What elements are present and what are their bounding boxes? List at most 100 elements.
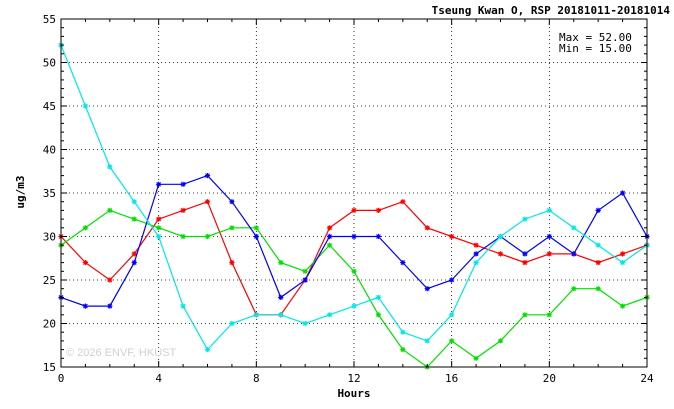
- data-point: [497, 338, 504, 344]
- data-point: [229, 320, 235, 327]
- min-label: Min = 15.00: [559, 42, 632, 55]
- data-point: [204, 233, 211, 240]
- series-4: [58, 42, 650, 353]
- data-point: [204, 347, 211, 353]
- y-tick-label: 35: [43, 187, 56, 200]
- data-point: [424, 286, 430, 292]
- data-point: [131, 251, 137, 257]
- data-point: [107, 303, 113, 309]
- data-point: [619, 190, 626, 196]
- data-point: [253, 312, 259, 318]
- data-point: [351, 207, 357, 213]
- data-point: [449, 233, 455, 240]
- data-point: [278, 312, 284, 318]
- data-point: [522, 260, 528, 266]
- data-point: [595, 286, 601, 292]
- data-point: [278, 260, 284, 266]
- data-point: [107, 207, 113, 213]
- grid-lines: [61, 19, 647, 367]
- data-point: [229, 260, 235, 266]
- data-point: [424, 338, 430, 344]
- y-tick-label: 55: [43, 13, 56, 26]
- y-tick-label: 45: [43, 100, 56, 113]
- data-point: [571, 286, 577, 292]
- data-point: [449, 277, 455, 283]
- data-point: [156, 181, 162, 187]
- data-point: [351, 268, 357, 274]
- watermark: © 2026 ENVF, HKUST: [66, 347, 176, 359]
- data-point: [351, 233, 357, 240]
- data-point: [180, 181, 186, 187]
- data-point: [546, 207, 552, 213]
- x-axis-title: Hours: [337, 387, 370, 400]
- data-point: [156, 233, 162, 240]
- series-1: [58, 199, 650, 318]
- x-tick-label: 12: [347, 372, 360, 385]
- y-tick-label: 25: [43, 274, 56, 287]
- data-point: [473, 260, 479, 266]
- data-point: [107, 164, 113, 170]
- axis-ticks: 0 4 8 12 16 20 24 15 20 25 30 35 40 45 50 55: [43, 13, 654, 385]
- max-label: Max = 52.00: [559, 31, 632, 44]
- data-point: [326, 225, 333, 231]
- data-point: [522, 251, 528, 257]
- y-tick-label: 20: [43, 318, 56, 331]
- data-point: [497, 233, 504, 240]
- data-point: [229, 225, 235, 231]
- data-point: [351, 303, 357, 309]
- data-point: [497, 251, 504, 257]
- data-point: [180, 303, 186, 309]
- data-point: [375, 294, 382, 300]
- data-point: [302, 277, 308, 283]
- data-point: [571, 225, 577, 231]
- data-point: [619, 260, 626, 266]
- data-point: [253, 233, 259, 240]
- data-point: [204, 173, 211, 179]
- data-point: [326, 233, 333, 240]
- x-tick-label: 4: [155, 372, 162, 385]
- series-2: [58, 207, 650, 370]
- data-point: [82, 260, 89, 266]
- data-point: [302, 320, 308, 327]
- data-point: [619, 251, 626, 257]
- data-point: [107, 277, 113, 283]
- data-point: [156, 216, 162, 222]
- data-point: [424, 225, 430, 231]
- series-3: [58, 173, 650, 309]
- data-point: [449, 312, 455, 318]
- data-point: [375, 312, 382, 318]
- data-point: [522, 216, 528, 222]
- data-point: [473, 355, 479, 361]
- data-point: [522, 312, 528, 318]
- data-point: [449, 338, 455, 344]
- y-tick-label: 30: [43, 231, 56, 244]
- data-point: [82, 103, 89, 109]
- data-point: [595, 242, 601, 248]
- data-point: [400, 199, 406, 205]
- y-tick-label: 15: [43, 361, 56, 374]
- data-point: [546, 312, 552, 318]
- x-tick-label: 16: [445, 372, 458, 385]
- data-point: [375, 207, 382, 213]
- x-tick-label: 0: [58, 372, 65, 385]
- data-point: [131, 260, 137, 266]
- data-point: [571, 251, 577, 257]
- data-point: [473, 251, 479, 257]
- data-point: [400, 347, 406, 353]
- data-point: [82, 303, 89, 309]
- y-tick-label: 50: [43, 57, 56, 70]
- data-point: [156, 225, 162, 231]
- data-point: [473, 242, 479, 248]
- data-point: [400, 260, 406, 266]
- y-tick-label: 40: [43, 144, 56, 157]
- data-point: [229, 199, 235, 205]
- data-point: [546, 233, 552, 240]
- x-tick-label: 8: [253, 372, 260, 385]
- data-point: [253, 225, 259, 231]
- data-point: [326, 312, 333, 318]
- chart-title: Tseung Kwan O, RSP 20181011-20181014: [432, 4, 671, 17]
- data-point: [131, 199, 137, 205]
- data-point: [82, 225, 89, 231]
- y-axis-title: ug/m3: [14, 175, 27, 208]
